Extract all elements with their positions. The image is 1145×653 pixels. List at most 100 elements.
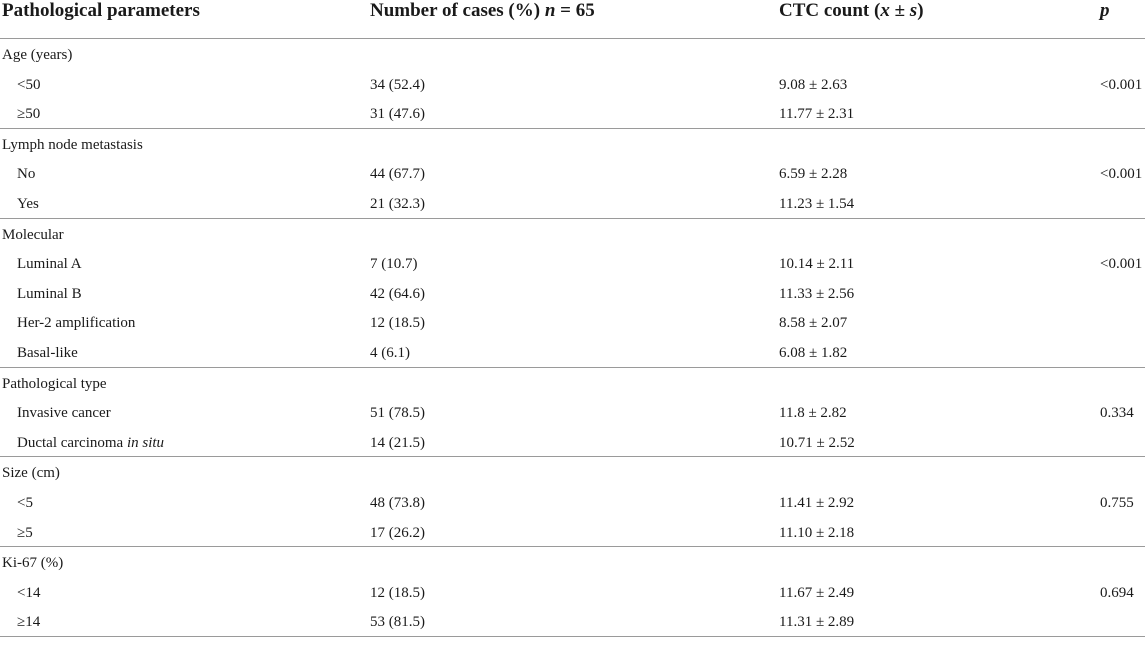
row-ctc-count: 11.23 ± 1.54 — [779, 195, 855, 212]
row-ctc-count: 11.10 ± 2.18 — [779, 524, 855, 541]
row-cases: 17 (26.2) — [370, 524, 425, 541]
row-group: Molecular Luminal A 7 (10.7) 10.14 ± 2.11 <0… — [0, 219, 1145, 368]
row-parameter: No — [17, 165, 35, 183]
row-ctc-count: 10.71 ± 2.52 — [779, 434, 855, 451]
group-header-row: Age (years) — [0, 39, 1145, 69]
row-cases: 48 (73.8) — [370, 494, 425, 511]
row-parameter: <5 — [17, 494, 33, 512]
parameter-text: Basal-like — [17, 344, 78, 361]
parameter-text: ≥14 — [17, 614, 41, 631]
parameter-text: ≥50 — [17, 106, 41, 123]
row-parameter: ≥50 — [17, 105, 40, 123]
table-row: No 44 (67.7) 6.59 ± 2.28 <0.001 — [0, 158, 1145, 188]
table-row: Basal-like 4 (6.1) 6.08 ± 1.82 — [0, 337, 1145, 367]
row-cases: 34 (52.4) — [370, 76, 425, 93]
table-row: Yes 21 (32.3) 11.23 ± 1.54 — [0, 188, 1145, 218]
parameter-text: <14 — [17, 584, 41, 601]
table-row: Invasive cancer 51 (78.5) 11.8 ± 2.82 0.334 — [0, 397, 1145, 427]
table-row: ≥5 17 (26.2) 11.10 ± 2.18 — [0, 517, 1145, 547]
table-row: Ductal carcinoma in situ 14 (21.5) 10.71 ±… — [0, 427, 1145, 457]
parameter-text: Invasive cancer — [17, 405, 111, 422]
parameter-text: <50 — [17, 76, 41, 93]
row-group: Age (years) <50 34 (52.4) 9.08 ± 2.63 <0.001… — [0, 39, 1145, 129]
row-parameter: <50 — [17, 76, 40, 94]
row-ctc-count: 11.77 ± 2.31 — [779, 106, 855, 123]
group-header-row: Pathological type — [0, 368, 1145, 398]
row-cases: 7 (10.7) — [370, 256, 418, 273]
table-row: Her-2 amplification 12 (18.5) 8.58 ± 2.07 — [0, 307, 1145, 337]
table-row: ≥14 53 (81.5) 11.31 ± 2.89 — [0, 606, 1145, 636]
table-row: Luminal B 42 (64.6) 11.33 ± 2.56 — [0, 278, 1145, 308]
row-ctc-count: 11.67 ± 2.49 — [779, 584, 855, 601]
group-label: Lymph node metastasis — [2, 136, 143, 153]
parameter-text: No — [17, 166, 36, 183]
row-parameter: <14 — [17, 584, 40, 602]
parameter-text: <5 — [17, 494, 33, 511]
row-cases: 12 (18.5) — [370, 315, 425, 332]
parameter-text: ≥5 — [17, 524, 33, 541]
parameter-text: Yes — [17, 195, 39, 212]
data-table: Pathological parameters Number of cases … — [0, 0, 1145, 637]
row-ctc-count: 11.41 ± 2.92 — [779, 494, 855, 511]
row-parameter: Yes — [17, 195, 39, 213]
row-group: Lymph node metastasis No 44 (67.7) 6.59 ± 2… — [0, 129, 1145, 219]
table-header: Pathological parameters Number of cases … — [0, 0, 1145, 39]
parameter-text: Luminal A — [17, 256, 82, 273]
group-label: Ki-67 (%) — [2, 555, 64, 572]
table-row: <50 34 (52.4) 9.08 ± 2.63 <0.001 — [0, 69, 1145, 99]
row-cases: 12 (18.5) — [370, 584, 425, 601]
parameter-text: Her-2 amplification — [17, 315, 136, 332]
header-pathological-parameters: Pathological parameters — [2, 0, 200, 21]
row-p-value: <0.001 — [1100, 166, 1143, 183]
row-parameter: Ductal carcinoma in situ — [17, 434, 164, 452]
row-ctc-count: 11.33 ± 2.56 — [779, 285, 855, 302]
row-ctc-count: 11.31 ± 2.89 — [779, 614, 855, 631]
header-ctc-count: CTC count (x ± s) — [779, 0, 924, 21]
row-cases: 14 (21.5) — [370, 434, 425, 451]
parameter-text: Luminal B — [17, 285, 82, 302]
group-header-row: Ki-67 (%) — [0, 547, 1145, 577]
row-group: Size (cm) <5 48 (73.8) 11.41 ± 2.92 0.755 ≥5 1… — [0, 457, 1145, 548]
parameter-text: Ductal carcinoma — [17, 434, 127, 451]
row-parameter: ≥5 — [17, 524, 33, 542]
row-p-value: <0.001 — [1100, 76, 1143, 93]
row-p-value: 0.755 — [1100, 494, 1134, 511]
group-header-row: Molecular — [0, 219, 1145, 249]
row-ctc-count: 11.8 ± 2.82 — [779, 405, 847, 422]
table-row: Luminal A 7 (10.7) 10.14 ± 2.11 <0.001 — [0, 248, 1145, 278]
group-label: Age (years) — [2, 47, 73, 63]
row-parameter: Basal-like — [17, 344, 78, 362]
header-p-value: p — [1100, 0, 1110, 21]
table-row: <5 48 (73.8) 11.41 ± 2.92 0.755 — [0, 487, 1145, 517]
header-number-of-cases: Number of cases (%) n = 65 — [370, 0, 595, 21]
group-header-row: Lymph node metastasis — [0, 129, 1145, 159]
row-group: Pathological type Invasive cancer 51 (78.5… — [0, 368, 1145, 458]
row-group: Ki-67 (%) <14 12 (18.5) 11.67 ± 2.49 0.694 ≥1… — [0, 547, 1145, 637]
row-p-value: 0.334 — [1100, 405, 1134, 422]
group-label: Size (cm) — [2, 465, 60, 482]
row-p-value: <0.001 — [1100, 256, 1143, 273]
table-body: Age (years) <50 34 (52.4) 9.08 ± 2.63 <0.001… — [0, 39, 1145, 637]
row-parameter: Luminal B — [17, 285, 82, 303]
row-cases: 51 (78.5) — [370, 405, 425, 422]
row-ctc-count: 9.08 ± 2.63 — [779, 76, 848, 93]
row-cases: 44 (67.7) — [370, 166, 425, 183]
row-cases: 42 (64.6) — [370, 285, 425, 302]
row-ctc-count: 6.59 ± 2.28 — [779, 166, 848, 183]
row-parameter: Invasive cancer — [17, 404, 111, 422]
row-ctc-count: 8.58 ± 2.07 — [779, 315, 848, 332]
row-ctc-count: 6.08 ± 1.82 — [779, 344, 848, 361]
row-cases: 21 (32.3) — [370, 195, 425, 212]
row-cases: 4 (6.1) — [370, 344, 410, 361]
row-parameter: ≥14 — [17, 613, 40, 631]
row-p-value: 0.694 — [1100, 584, 1134, 601]
table-row: ≥50 31 (47.6) 11.77 ± 2.31 — [0, 98, 1145, 128]
row-ctc-count: 10.14 ± 2.11 — [779, 256, 855, 273]
parameter-italic-text: in situ — [126, 434, 165, 451]
table-row: <14 12 (18.5) 11.67 ± 2.49 0.694 — [0, 577, 1145, 607]
row-parameter: Luminal A — [17, 255, 82, 273]
group-label: Molecular — [2, 226, 64, 243]
row-parameter: Her-2 amplification — [17, 314, 135, 332]
group-label: Pathological type — [2, 375, 107, 392]
row-cases: 53 (81.5) — [370, 614, 425, 631]
